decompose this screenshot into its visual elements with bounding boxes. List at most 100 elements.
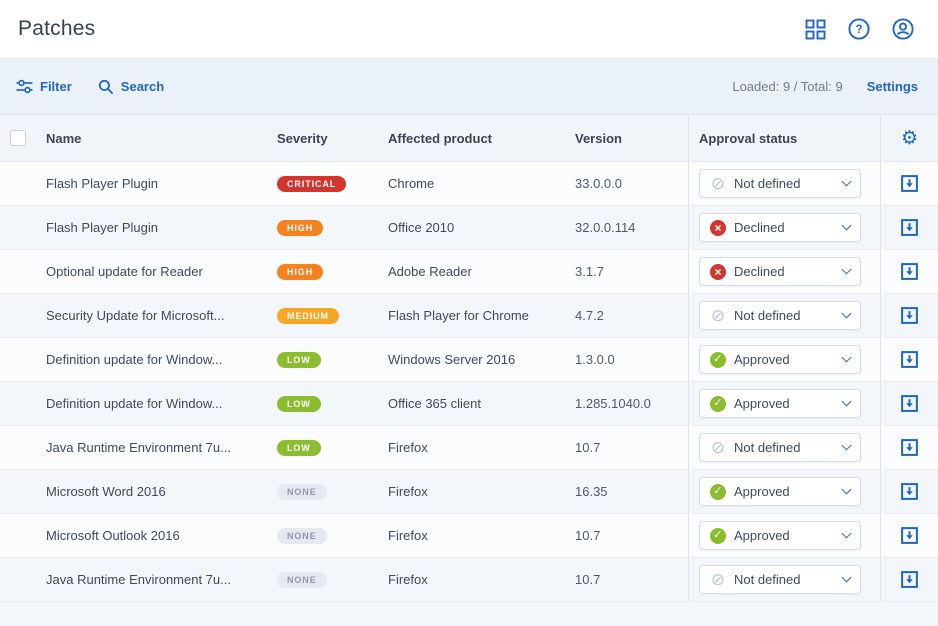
patch-name[interactable]: Java Runtime Environment 7u... (46, 572, 231, 587)
row-checkbox-cell (0, 382, 46, 425)
patch-name[interactable]: Definition update for Window... (46, 396, 223, 411)
approval-status-dropdown[interactable]: ⊘ Not defined (699, 301, 861, 330)
row-checkbox-cell (0, 470, 46, 513)
table-body: Flash Player Plugin CRITICAL Chrome 33.0… (0, 162, 938, 602)
approval-status-label: Declined (734, 264, 785, 279)
patch-name[interactable]: Security Update for Microsoft... (46, 308, 225, 323)
row-actions-cell (880, 250, 938, 293)
patch-name[interactable]: Definition update for Window... (46, 352, 223, 367)
install-icon[interactable] (901, 571, 918, 588)
help-icon[interactable]: ? (848, 18, 870, 40)
version: 4.7.2 (575, 308, 604, 323)
severity-cell: NONE (277, 571, 388, 589)
approval-cell: × Declined (688, 250, 880, 293)
row-actions-cell (880, 162, 938, 205)
approval-status-label: Not defined (734, 440, 801, 455)
table-row[interactable]: Definition update for Window... LOW Wind… (0, 338, 938, 382)
approval-status-label: Declined (734, 220, 785, 235)
column-header-version[interactable]: Version (575, 130, 622, 146)
chevron-down-icon (841, 396, 852, 407)
approval-cell: ✓ Approved (688, 514, 880, 557)
affected-product: Office 365 client (388, 396, 481, 411)
severity-badge: NONE (277, 483, 327, 501)
approval-status-label: Approved (734, 484, 790, 499)
page-title: Patches (18, 17, 96, 40)
version: 33.0.0.0 (575, 176, 622, 191)
install-icon[interactable] (901, 219, 918, 236)
install-icon[interactable] (901, 263, 918, 280)
search-button[interactable]: Search (98, 79, 164, 95)
column-header-product[interactable]: Affected product (388, 130, 492, 146)
column-settings-gear-icon[interactable]: ⚙ (900, 126, 919, 149)
approval-status-icon: × (710, 263, 726, 280)
chevron-down-icon (841, 528, 852, 539)
patch-name[interactable]: Microsoft Word 2016 (46, 484, 166, 499)
patch-name[interactable]: Flash Player Plugin (46, 220, 158, 235)
approval-status-label: Approved (734, 396, 790, 411)
install-icon[interactable] (901, 395, 918, 412)
table-header: Name Severity Affected product Version A… (0, 115, 938, 162)
patch-name[interactable]: Java Runtime Environment 7u... (46, 440, 231, 455)
severity-cell: HIGH (277, 219, 388, 237)
patch-name[interactable]: Flash Player Plugin (46, 176, 158, 191)
install-icon[interactable] (901, 175, 918, 192)
version: 10.7 (575, 440, 601, 455)
table-row[interactable]: Java Runtime Environment 7u... NONE Fire… (0, 558, 938, 602)
approval-status-icon: ✓ (710, 351, 726, 368)
approval-status-dropdown[interactable]: ⊘ Not defined (699, 433, 861, 462)
row-actions-cell (880, 426, 938, 469)
approval-cell: ⊘ Not defined (688, 294, 880, 337)
table-row[interactable]: Java Runtime Environment 7u... LOW Firef… (0, 426, 938, 470)
approval-status-dropdown[interactable]: × Declined (699, 257, 861, 286)
approval-status-dropdown[interactable]: ✓ Approved (699, 389, 861, 418)
account-icon[interactable] (892, 18, 914, 40)
column-header-approval[interactable]: Approval status (688, 115, 880, 161)
patch-name[interactable]: Microsoft Outlook 2016 (46, 528, 180, 543)
table-row[interactable]: Flash Player Plugin HIGH Office 2010 32.… (0, 206, 938, 250)
filter-button[interactable]: Filter (16, 79, 72, 94)
approval-status-label: Not defined (734, 308, 801, 323)
table-row[interactable]: Microsoft Outlook 2016 NONE Firefox 10.7… (0, 514, 938, 558)
version: 10.7 (575, 528, 601, 543)
patch-name[interactable]: Optional update for Reader (46, 264, 203, 279)
table-row[interactable]: Security Update for Microsoft... MEDIUM … (0, 294, 938, 338)
approval-cell: × Declined (688, 206, 880, 249)
approval-status-dropdown[interactable]: × Declined (699, 213, 861, 242)
svg-text:?: ? (855, 24, 862, 36)
table-row[interactable]: Microsoft Word 2016 NONE Firefox 16.35 ✓… (0, 470, 938, 514)
approval-cell: ✓ Approved (688, 338, 880, 381)
approval-status-icon: ⊘ (710, 306, 726, 325)
grid-icon[interactable] (805, 19, 826, 40)
approval-status-dropdown[interactable]: ⊘ Not defined (699, 169, 861, 198)
filter-icon (16, 79, 33, 94)
approval-status-dropdown[interactable]: ✓ Approved (699, 345, 861, 374)
install-icon[interactable] (901, 527, 918, 544)
severity-cell: MEDIUM (277, 307, 388, 325)
install-icon[interactable] (901, 483, 918, 500)
approval-status-label: Not defined (734, 176, 801, 191)
severity-cell: HIGH (277, 263, 388, 281)
row-checkbox-cell (0, 206, 46, 249)
affected-product: Flash Player for Chrome (388, 308, 529, 323)
select-all-checkbox[interactable] (10, 130, 26, 146)
approval-status-dropdown[interactable]: ⊘ Not defined (699, 565, 861, 594)
settings-link[interactable]: Settings (866, 79, 918, 94)
severity-badge: LOW (277, 439, 321, 457)
table-row[interactable]: Optional update for Reader HIGH Adobe Re… (0, 250, 938, 294)
column-header-severity[interactable]: Severity (277, 130, 328, 146)
column-header-name[interactable]: Name (46, 130, 82, 146)
severity-badge: NONE (277, 527, 327, 545)
approval-status-icon: ✓ (710, 527, 726, 544)
install-icon[interactable] (901, 351, 918, 368)
install-icon[interactable] (901, 307, 918, 324)
row-checkbox-cell (0, 250, 46, 293)
install-icon[interactable] (901, 439, 918, 456)
approval-status-dropdown[interactable]: ✓ Approved (699, 521, 861, 550)
table-row[interactable]: Flash Player Plugin CRITICAL Chrome 33.0… (0, 162, 938, 206)
toolbar: Filter Search Loaded: 9 / Total: 9 Setti… (0, 59, 938, 115)
row-actions-cell (880, 470, 938, 513)
approval-status-dropdown[interactable]: ✓ Approved (699, 477, 861, 506)
toolbar-right: Loaded: 9 / Total: 9 Settings (732, 79, 918, 94)
table-row[interactable]: Definition update for Window... LOW Offi… (0, 382, 938, 426)
row-actions-cell (880, 558, 938, 601)
